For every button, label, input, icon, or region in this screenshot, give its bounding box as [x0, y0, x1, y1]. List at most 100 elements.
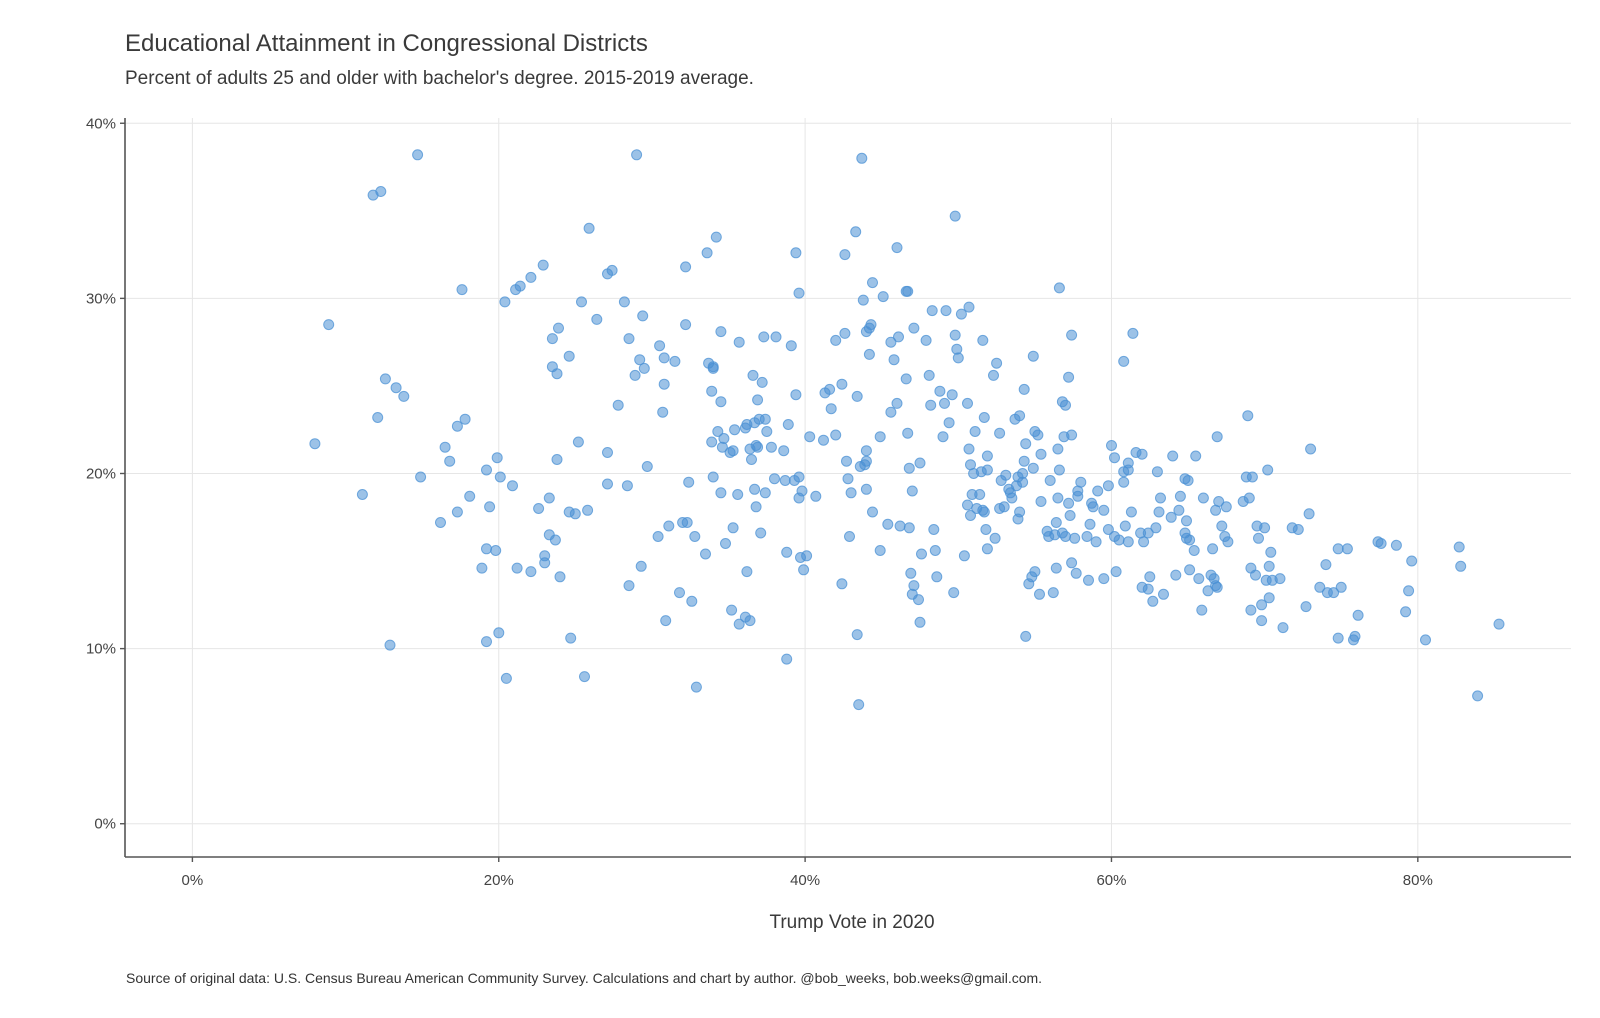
data-point: [755, 527, 767, 539]
data-point: [894, 520, 906, 532]
data-point: [623, 333, 635, 345]
data-point: [978, 412, 990, 423]
data-point: [464, 490, 476, 502]
data-point: [674, 587, 685, 599]
data-point: [1017, 476, 1029, 488]
data-point: [1119, 520, 1131, 532]
data-point: [926, 305, 938, 317]
data-point: [923, 369, 935, 381]
y-tick-label: 30%: [86, 290, 116, 307]
data-point: [746, 454, 757, 465]
data-point: [1453, 541, 1465, 553]
data-point: [785, 340, 797, 352]
data-point: [1216, 520, 1228, 532]
data-point: [779, 475, 791, 486]
data-point: [1050, 562, 1062, 574]
data-point: [798, 564, 810, 576]
data-point: [1075, 476, 1087, 488]
y-tick-label: 40%: [86, 115, 116, 132]
data-point: [1153, 506, 1165, 518]
data-point: [660, 615, 672, 627]
data-point: [1274, 573, 1286, 585]
data-point: [981, 464, 993, 476]
data-point: [830, 334, 842, 346]
data-point: [669, 355, 681, 367]
data-point: [1029, 566, 1041, 578]
data-point: [1081, 531, 1093, 542]
data-point: [949, 329, 961, 341]
data-point: [1047, 587, 1059, 599]
data-point: [765, 441, 777, 453]
data-point: [1006, 492, 1018, 504]
data-point: [1063, 497, 1075, 509]
data-point: [1242, 410, 1254, 422]
x-tick-label: 60%: [1096, 872, 1126, 889]
data-point: [939, 397, 950, 409]
data-point: [732, 489, 744, 500]
data-point: [499, 296, 511, 308]
data-point: [459, 413, 471, 425]
data-point: [818, 434, 829, 446]
data-point: [435, 517, 446, 528]
data-point: [491, 452, 503, 464]
data-point: [851, 629, 863, 641]
data-point: [891, 397, 903, 409]
data-point: [1170, 569, 1182, 581]
y-tick-label: 0%: [94, 816, 116, 833]
data-point: [398, 390, 410, 402]
data-point: [706, 385, 718, 397]
data-point: [690, 681, 702, 693]
data-point: [882, 518, 894, 530]
data-point: [902, 427, 914, 439]
data-point: [988, 369, 999, 381]
data-point: [860, 455, 872, 467]
data-point: [618, 296, 630, 308]
data-point: [1400, 606, 1412, 618]
data-point: [1220, 501, 1232, 513]
data-point: [830, 429, 842, 441]
data-point: [1127, 327, 1139, 339]
axes: [124, 118, 1571, 858]
data-point: [1018, 455, 1030, 467]
data-point: [1136, 448, 1148, 460]
data-point: [749, 483, 761, 495]
data-point: [1406, 555, 1418, 567]
data-point: [913, 594, 924, 606]
data-point: [412, 149, 424, 161]
data-point: [1277, 622, 1289, 634]
data-point: [546, 333, 558, 345]
data-point: [1332, 632, 1344, 644]
data-point: [804, 431, 816, 443]
data-point: [965, 510, 976, 521]
data-point: [1256, 599, 1268, 611]
data-point: [978, 506, 990, 518]
data-point: [914, 457, 926, 469]
data-point: [750, 501, 762, 513]
data-point: [836, 578, 848, 590]
data-point: [1174, 490, 1186, 502]
data-point: [1020, 630, 1032, 642]
data-point: [857, 294, 869, 306]
data-point: [747, 369, 759, 381]
data-point: [928, 524, 940, 535]
data-point: [715, 326, 727, 338]
data-point: [733, 336, 745, 348]
data-point: [888, 354, 900, 366]
data-point: [707, 362, 719, 374]
data-point: [1173, 504, 1185, 516]
data-point: [726, 604, 738, 616]
data-point: [415, 471, 427, 483]
data-point: [1303, 508, 1315, 520]
data-point: [850, 226, 862, 238]
data-point: [1262, 464, 1274, 476]
data-point: [796, 485, 808, 497]
data-point: [860, 445, 872, 457]
data-point: [629, 369, 641, 381]
data-point: [761, 426, 773, 437]
data-point: [1053, 282, 1065, 294]
data-point: [974, 489, 986, 500]
data-point: [962, 397, 973, 409]
data-point: [1090, 536, 1102, 548]
data-point: [1113, 534, 1125, 546]
